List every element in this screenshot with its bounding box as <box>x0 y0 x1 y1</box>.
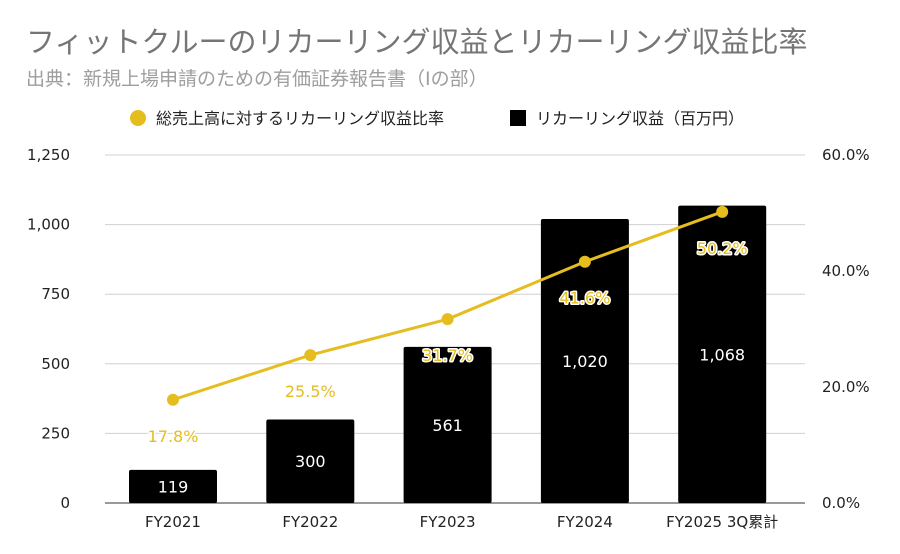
y2-tick-label: 40.0% <box>822 262 870 280</box>
x-tick-label: FY2023 <box>420 513 476 531</box>
chart-subtitle: 出典：新規上場申請のための有価証券報告書（Iの部） <box>26 68 488 90</box>
ratio-value-label: 31.7% <box>422 346 473 365</box>
legend: 総売上高に対するリカーリング収益比率 リカーリング収益（百万円） <box>130 109 744 128</box>
bar <box>129 469 217 503</box>
ratio-point <box>578 255 591 268</box>
y-tick-label: 250 <box>41 424 70 442</box>
bar-value-label: 300 <box>295 452 326 471</box>
ratio-point <box>716 205 729 218</box>
x-tick-label: FY2025 3Q累計 <box>666 513 778 531</box>
chart-title: フィットクルーのリカーリング収益とリカーリング収益比率 <box>26 25 808 59</box>
bar-value-label: 1,020 <box>562 352 608 371</box>
bar-value-label: 119 <box>158 477 189 496</box>
legend-bar-label: リカーリング収益（百万円） <box>536 109 744 128</box>
bar-value-label: 1,068 <box>699 345 745 364</box>
ratio-value-label: 50.2% <box>697 239 748 258</box>
ratio-point <box>441 313 454 326</box>
legend-line-label: 総売上高に対するリカーリング収益比率 <box>156 109 444 128</box>
x-tick-label: FY2024 <box>557 513 613 531</box>
y-tick-label: 0 <box>60 494 70 512</box>
bar <box>678 205 767 503</box>
bar-value-label: 561 <box>432 416 463 435</box>
bar <box>540 219 629 504</box>
ratio-value-label: 25.5% <box>285 382 336 401</box>
y-tick-label: 500 <box>41 355 70 373</box>
ratio-value-label: 17.8% <box>148 427 199 446</box>
legend-line-marker <box>130 110 146 126</box>
legend-bar-marker <box>510 110 526 126</box>
ratio-point <box>304 349 317 362</box>
ratio-point <box>167 393 179 406</box>
y-tick-label: 750 <box>41 285 70 303</box>
y-tick-label: 1,250 <box>27 146 70 164</box>
y2-tick-label: 20.0% <box>822 378 870 396</box>
bar <box>266 419 355 503</box>
y2-tick-label: 60.0% <box>822 146 870 164</box>
bar <box>403 346 492 503</box>
y-tick-label: 1,000 <box>27 216 70 234</box>
x-tick-label: FY2022 <box>282 513 338 531</box>
x-tick-label: FY2021 <box>145 513 201 531</box>
ratio-value-label: 41.6% <box>559 289 610 308</box>
y2-tick-label: 0.0% <box>822 494 860 512</box>
